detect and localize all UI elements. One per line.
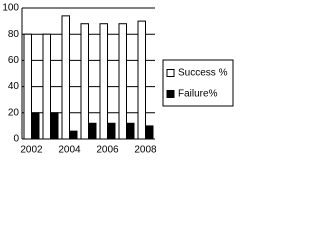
x-tick-label: 2008 bbox=[134, 145, 157, 156]
chart: 0 20 40 60 80 100 2002 2004 2006 2008 Success % Fai… bbox=[2, 3, 234, 156]
legend-label: Success % bbox=[178, 68, 228, 79]
bar bbox=[31, 112, 40, 140]
bar bbox=[23, 33, 32, 140]
bar bbox=[137, 20, 146, 140]
bar bbox=[145, 125, 154, 140]
bar bbox=[80, 23, 89, 140]
bar bbox=[61, 15, 70, 140]
x-tick-label: 2002 bbox=[20, 145, 43, 156]
y-tick-label: 20 bbox=[8, 107, 20, 118]
y-tick-label: 80 bbox=[8, 29, 20, 40]
bar bbox=[118, 23, 127, 140]
bar bbox=[88, 122, 97, 140]
legend-swatch bbox=[166, 69, 175, 77]
legend-box bbox=[162, 59, 234, 107]
y-tick-label: 0 bbox=[13, 134, 19, 145]
bar bbox=[99, 23, 108, 140]
bar bbox=[69, 130, 78, 140]
legend-label: Failure% bbox=[178, 89, 218, 100]
y-tick-label: 40 bbox=[8, 81, 20, 92]
y-tick-label: 100 bbox=[2, 3, 19, 14]
y-tick-label: 60 bbox=[8, 55, 20, 66]
bar bbox=[126, 122, 135, 140]
x-tick-label: 2006 bbox=[96, 145, 119, 156]
bar bbox=[42, 33, 51, 140]
x-tick-label: 2004 bbox=[58, 145, 81, 156]
bar bbox=[50, 112, 59, 140]
legend-swatch bbox=[166, 90, 175, 98]
bar bbox=[107, 122, 116, 140]
